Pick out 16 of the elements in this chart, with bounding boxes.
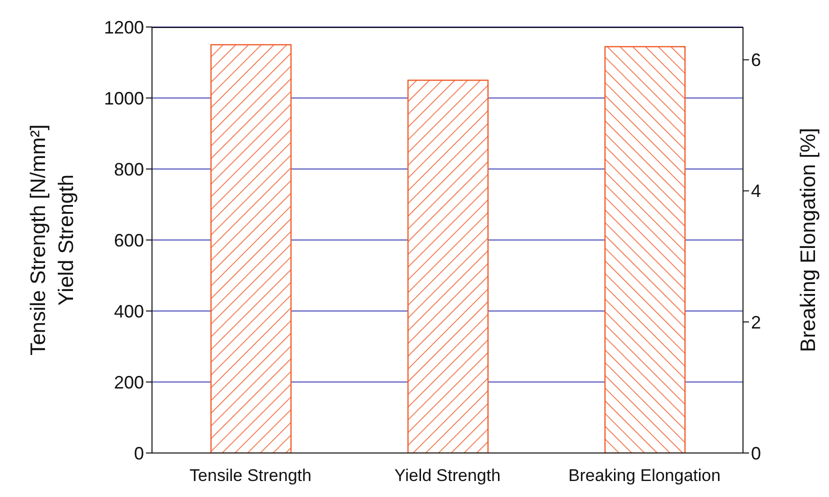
y-tick-label: 600 [114, 230, 144, 250]
y-tick-label: 400 [114, 301, 144, 322]
y2-tick-label: 0 [751, 443, 762, 464]
y-tick-label: 200 [114, 372, 144, 392]
y2-tick-label: 6 [751, 50, 762, 70]
x-tick-label: Breaking Elongation [568, 466, 721, 486]
y2-axis-title: Breaking Elongation [%] [797, 128, 820, 352]
y-axis-title: Tensile Strength [N/mm²] Yield Strength [27, 124, 78, 356]
y2-tick-label: 4 [751, 181, 762, 202]
y2-tick-label: 2 [751, 312, 762, 332]
y-tick-label: 1200 [104, 17, 144, 38]
y-tick-label: 800 [114, 159, 144, 180]
y-tick-label: 1000 [104, 88, 144, 108]
x-tick-label: Yield Strength [394, 466, 501, 486]
y-tick-label: 0 [134, 443, 144, 464]
x-tick-label: Tensile Strength [190, 466, 312, 486]
